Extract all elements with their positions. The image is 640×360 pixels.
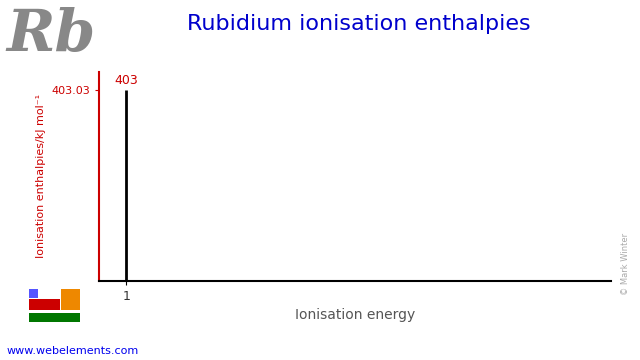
Text: 403: 403 (115, 74, 138, 87)
Bar (61, 289, 81, 310)
Y-axis label: Ionisation enthalpies/kJ mol⁻¹: Ionisation enthalpies/kJ mol⁻¹ (36, 94, 46, 258)
Text: Rubidium ionisation enthalpies: Rubidium ionisation enthalpies (187, 14, 530, 35)
Text: www.webelements.com: www.webelements.com (6, 346, 139, 356)
X-axis label: Ionisation energy: Ionisation energy (295, 309, 415, 323)
Bar (29, 289, 38, 298)
Text: Rb: Rb (6, 7, 96, 64)
Bar (29, 299, 60, 310)
Bar (29, 313, 81, 322)
Text: © Mark Winter: © Mark Winter (621, 233, 630, 295)
